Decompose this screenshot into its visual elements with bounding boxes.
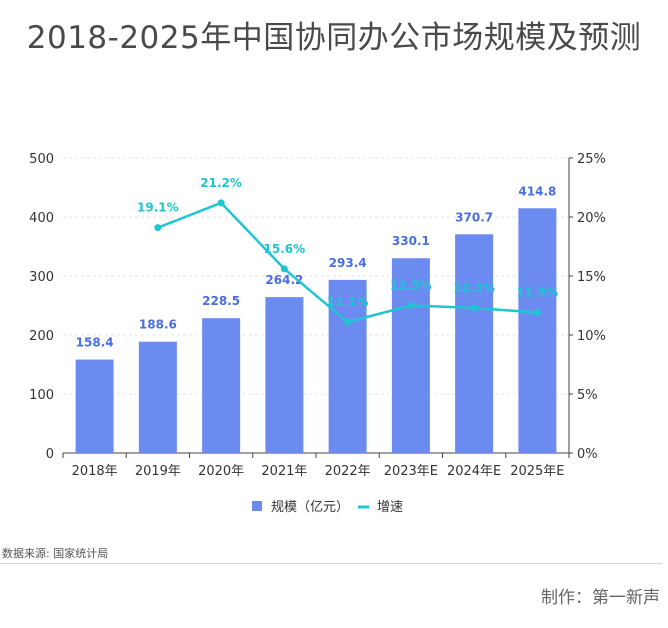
x-tick-label: 2021年 <box>261 464 307 479</box>
growth-value-label: 11.1% <box>327 295 369 309</box>
x-tick-label: 2018年 <box>72 464 118 479</box>
legend-bar-swatch <box>252 501 262 511</box>
x-tick-label: 2019年 <box>135 464 181 479</box>
x-tick-label: 2024年E <box>447 464 501 479</box>
growth-value-label: 19.1% <box>137 201 179 215</box>
growth-point <box>154 224 162 232</box>
bar-value-label: 188.6 <box>139 318 177 332</box>
bar-value-label: 330.1 <box>392 234 430 248</box>
growth-point <box>470 304 478 312</box>
bar <box>138 341 177 453</box>
x-tick-label: 2022年 <box>325 464 371 479</box>
growth-point <box>280 265 288 273</box>
growth-point <box>344 318 352 326</box>
bar <box>265 297 304 453</box>
y-left-tick-label: 200 <box>29 329 54 344</box>
growth-point <box>407 302 415 309</box>
growth-point <box>533 309 541 317</box>
bar-value-label: 158.4 <box>76 336 114 350</box>
y-left-tick-label: 100 <box>29 388 54 403</box>
bar <box>328 279 367 453</box>
growth-value-label: 12.5% <box>390 279 432 293</box>
y-right-tick-label: 25% <box>577 152 606 167</box>
growth-value-label: 12.3% <box>453 281 495 295</box>
x-tick-label: 2020年 <box>198 464 244 479</box>
bar <box>391 258 430 453</box>
bar <box>202 318 241 453</box>
growth-value-label: 11.9% <box>517 286 559 300</box>
data-source-note: 数据来源: 国家统计局 <box>2 547 109 560</box>
footer-divider <box>0 563 662 564</box>
y-right-tick-label: 20% <box>577 211 606 226</box>
y-right-tick-label: 0% <box>577 447 598 462</box>
y-left-tick-label: 500 <box>29 152 54 167</box>
x-tick-label: 2023年E <box>384 464 438 479</box>
bar <box>455 234 494 453</box>
legend-bar-label: 规模（亿元） <box>271 500 349 515</box>
bar-value-label: 370.7 <box>455 210 493 224</box>
y-right-tick-label: 10% <box>577 329 606 344</box>
y-left-tick-label: 0 <box>46 447 54 462</box>
y-right-tick-label: 5% <box>577 388 598 403</box>
legend-line-label: 增速 <box>377 500 403 515</box>
bar <box>75 359 114 453</box>
y-left-tick-label: 400 <box>29 211 54 226</box>
bar-value-label: 414.8 <box>518 184 556 198</box>
chart-title: 2018-2025年中国协同办公市场规模及预测 <box>26 20 642 56</box>
growth-point <box>217 199 225 207</box>
y-left-tick-label: 300 <box>29 270 54 285</box>
chart: 0 100 200 300 400 500 0% 5% 10% 15% 20% 25% 158.4 188… <box>29 152 606 515</box>
credit-text: 制作：第一新声 <box>541 588 660 608</box>
bar <box>518 208 557 453</box>
y-right-tick-label: 15% <box>577 270 606 285</box>
growth-value-label: 21.2% <box>200 176 242 190</box>
bar-value-label: 228.5 <box>202 294 240 308</box>
growth-value-label: 15.6% <box>264 242 306 256</box>
bar-value-label: 293.4 <box>329 256 367 270</box>
x-tick-label: 2025年E <box>510 464 564 479</box>
